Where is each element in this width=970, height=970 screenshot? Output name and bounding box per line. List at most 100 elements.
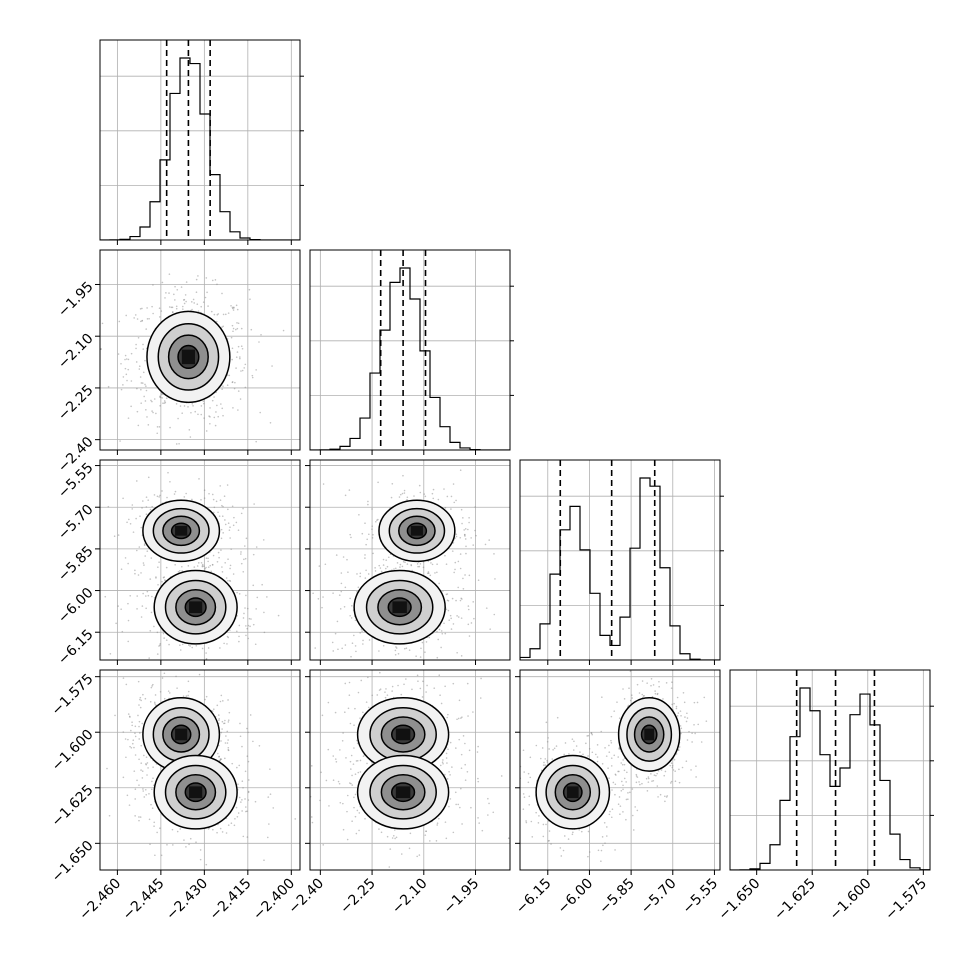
sample-point (150, 399, 152, 402)
sample-point (238, 640, 240, 643)
sample-point (167, 471, 169, 474)
sample-point (205, 695, 208, 698)
sample-point (464, 538, 467, 540)
sample-point (207, 566, 210, 568)
sample-point (452, 831, 455, 834)
sample-point (240, 370, 242, 372)
sample-point (657, 770, 660, 772)
sample-point (130, 746, 133, 749)
sample-point (221, 831, 224, 833)
contour-1-0 (535, 754, 611, 830)
sample-point (653, 774, 656, 776)
sample-point (227, 746, 230, 749)
sample-point (339, 749, 341, 751)
sample-point (242, 617, 245, 619)
sample-point (416, 563, 419, 565)
sample-point (246, 727, 248, 730)
sample-point (523, 771, 525, 773)
sample-point (365, 569, 367, 572)
sample-point (696, 701, 699, 704)
sample-point (140, 699, 142, 702)
sample-point (379, 567, 382, 569)
sample-point (656, 692, 659, 695)
sample-point (174, 248, 176, 250)
sample-point (446, 599, 449, 602)
sample-point (446, 495, 449, 498)
sample-point (141, 319, 144, 322)
sample-point (146, 416, 148, 418)
sample-point (122, 497, 124, 500)
sample-point (246, 836, 249, 838)
contour-0-2 (380, 716, 426, 753)
sample-point (142, 562, 145, 564)
sample-point (165, 639, 168, 641)
sample-point (224, 742, 227, 744)
sample-point (468, 521, 470, 524)
sample-point (537, 822, 540, 824)
sample-point (642, 695, 645, 697)
sample-point (201, 666, 203, 668)
sample-point (107, 505, 110, 508)
sample-point (143, 395, 145, 398)
sample-point (222, 313, 225, 316)
sample-point (179, 644, 181, 647)
sample-point (148, 657, 150, 659)
sample-point (425, 691, 427, 693)
sample-point (185, 281, 188, 283)
sample-point (211, 399, 214, 402)
sample-point (220, 694, 223, 697)
sample-point (646, 790, 649, 792)
sample-point (344, 711, 346, 714)
sample-point (460, 787, 462, 790)
contour-1-1 (365, 579, 434, 635)
sample-point (141, 382, 144, 384)
sample-point (453, 571, 455, 574)
sample-point (156, 653, 159, 655)
sample-point (142, 693, 144, 696)
sample-point (139, 308, 142, 310)
sample-point (191, 308, 193, 311)
sample-point (349, 722, 352, 725)
sample-point (625, 798, 628, 801)
sample-point (395, 836, 398, 839)
sample-point (680, 727, 683, 730)
sample-point (154, 704, 157, 706)
sample-point (193, 566, 196, 568)
sample-point (332, 779, 335, 782)
sample-point (158, 426, 161, 428)
sample-point (674, 770, 676, 772)
sample-point (585, 742, 587, 745)
sample-point (368, 639, 371, 641)
sample-point (700, 741, 703, 743)
sample-point (185, 492, 187, 495)
panel-frame (309, 669, 511, 871)
sample-point (141, 307, 143, 310)
sample-point (662, 698, 664, 700)
sample-point (327, 701, 330, 704)
sample-point (138, 738, 141, 740)
contour-1-2 (175, 773, 217, 811)
sample-point (131, 721, 133, 724)
sample-point (425, 641, 428, 643)
sample-point (454, 561, 457, 564)
sample-point (145, 756, 148, 758)
sample-point (226, 643, 228, 645)
sample-point (529, 776, 532, 779)
sample-point (360, 628, 363, 631)
sample-point (168, 692, 171, 694)
sample-point (222, 325, 224, 328)
sample-point (135, 549, 138, 552)
sample-point (221, 388, 223, 391)
sample-point (236, 815, 239, 818)
sample-point (474, 529, 476, 532)
sample-point (174, 285, 176, 288)
sample-point (617, 803, 620, 805)
sample-point (343, 665, 345, 667)
sample-point (178, 442, 180, 445)
sample-point (605, 835, 608, 837)
sample-point (438, 817, 440, 820)
sample-point (189, 837, 192, 840)
sample-point (219, 485, 222, 487)
sample-point (154, 703, 156, 705)
sample-point (350, 754, 353, 757)
